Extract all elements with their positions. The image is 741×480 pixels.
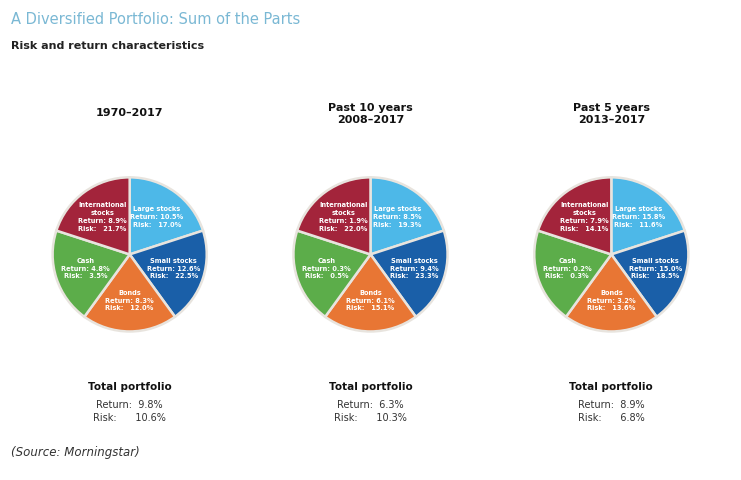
Text: Small stocks
Return: 9.4%
Risk:   23.3%: Small stocks Return: 9.4% Risk: 23.3%: [390, 258, 439, 279]
Wedge shape: [130, 230, 207, 317]
Text: Small stocks
Return: 12.6%
Risk:   22.5%: Small stocks Return: 12.6% Risk: 22.5%: [147, 258, 200, 279]
Text: International
stocks
Return: 8.9%
Risk:   21.7%: International stocks Return: 8.9% Risk: …: [78, 203, 127, 232]
Text: Bonds
Return: 3.2%
Risk:   13.6%: Bonds Return: 3.2% Risk: 13.6%: [587, 290, 636, 312]
Text: International
stocks
Return: 1.9%
Risk:   22.0%: International stocks Return: 1.9% Risk: …: [319, 203, 368, 232]
Wedge shape: [370, 230, 448, 317]
Text: Risk:      10.6%: Risk: 10.6%: [93, 413, 166, 423]
Text: Return:  8.9%: Return: 8.9%: [578, 400, 645, 410]
Text: Total portfolio: Total portfolio: [87, 382, 172, 392]
Text: Large stocks
Return: 8.5%
Risk:   19.3%: Large stocks Return: 8.5% Risk: 19.3%: [373, 206, 422, 228]
Wedge shape: [53, 230, 130, 317]
Text: Total portfolio: Total portfolio: [569, 382, 654, 392]
Text: Total portfolio: Total portfolio: [328, 382, 413, 392]
Text: Return:  9.8%: Return: 9.8%: [96, 400, 163, 410]
Text: Large stocks
Return: 15.8%
Risk:   11.6%: Large stocks Return: 15.8% Risk: 11.6%: [612, 206, 665, 228]
Text: Cash
Return: 0.2%
Risk:   0.3%: Cash Return: 0.2% Risk: 0.3%: [543, 258, 592, 279]
Wedge shape: [611, 177, 685, 254]
Wedge shape: [297, 177, 370, 254]
Text: Large stocks
Return: 10.5%
Risk:   17.0%: Large stocks Return: 10.5% Risk: 17.0%: [130, 206, 184, 228]
Wedge shape: [370, 177, 444, 254]
Text: Cash
Return: 0.3%
Risk:   0.5%: Cash Return: 0.3% Risk: 0.5%: [302, 258, 351, 279]
Text: Cash
Return: 4.8%
Risk:   3.5%: Cash Return: 4.8% Risk: 3.5%: [62, 258, 110, 279]
Text: Risk:      6.8%: Risk: 6.8%: [578, 413, 645, 423]
Text: Small stocks
Return: 15.0%
Risk:   18.5%: Small stocks Return: 15.0% Risk: 18.5%: [628, 258, 682, 279]
Text: Return:  6.3%: Return: 6.3%: [337, 400, 404, 410]
Text: Past 10 years: Past 10 years: [328, 103, 413, 113]
Text: Past 5 years: Past 5 years: [573, 103, 650, 113]
Wedge shape: [56, 177, 130, 254]
Text: International
stocks
Return: 7.9%
Risk:   14.1%: International stocks Return: 7.9% Risk: …: [559, 203, 608, 232]
Wedge shape: [130, 177, 203, 254]
Wedge shape: [566, 254, 657, 332]
Wedge shape: [84, 254, 175, 332]
Wedge shape: [611, 230, 688, 317]
Text: Risk and return characteristics: Risk and return characteristics: [11, 41, 205, 51]
Wedge shape: [293, 230, 370, 317]
Wedge shape: [538, 177, 611, 254]
Text: 2013–2017: 2013–2017: [578, 115, 645, 125]
Text: Risk:      10.3%: Risk: 10.3%: [334, 413, 407, 423]
Text: Bonds
Return: 6.1%
Risk:   15.1%: Bonds Return: 6.1% Risk: 15.1%: [346, 290, 395, 312]
Text: 1970–2017: 1970–2017: [96, 108, 164, 118]
Text: 2008–2017: 2008–2017: [337, 115, 404, 125]
Wedge shape: [534, 230, 611, 317]
Text: Bonds
Return: 8.3%
Risk:   12.0%: Bonds Return: 8.3% Risk: 12.0%: [105, 290, 154, 312]
Text: (Source: Morningstar): (Source: Morningstar): [11, 446, 140, 459]
Wedge shape: [325, 254, 416, 332]
Text: A Diversified Portfolio: Sum of the Parts: A Diversified Portfolio: Sum of the Part…: [11, 12, 300, 27]
